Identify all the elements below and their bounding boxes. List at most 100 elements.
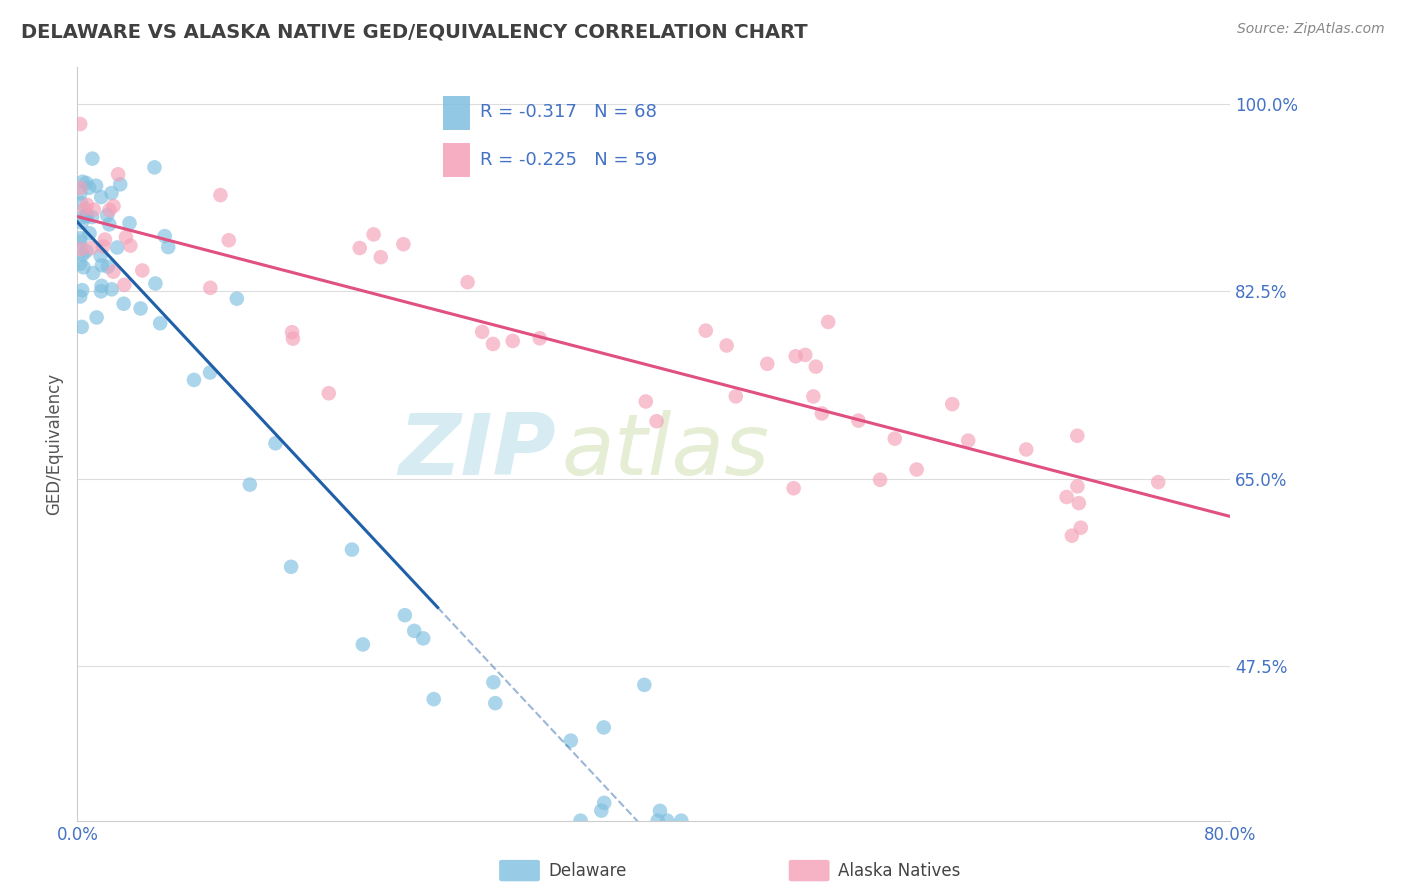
Point (804, 359, 827, 374)
Point (69, 289, 91, 303)
Point (782, 481, 804, 495)
Point (73, 202, 96, 216)
Point (412, 632, 434, 646)
Point (72, 210, 94, 224)
Point (70, 319, 93, 334)
Point (105, 240, 128, 254)
Point (280, 559, 302, 574)
Point (98, 218, 121, 232)
Point (957, 434, 980, 448)
Point (70, 283, 93, 297)
Point (785, 349, 807, 363)
Point (591, 804, 613, 818)
Point (633, 678, 655, 692)
Point (848, 414, 870, 428)
Point (69, 242, 91, 256)
Y-axis label: GED/Equivalency: GED/Equivalency (45, 373, 63, 515)
Point (883, 432, 905, 446)
Point (905, 462, 928, 476)
Text: DELAWARE VS ALASKA NATIVE GED/EQUIVALENCY CORRELATION CHART: DELAWARE VS ALASKA NATIVE GED/EQUIVALENC… (21, 22, 807, 41)
Point (96, 208, 118, 222)
Point (370, 250, 392, 264)
Point (471, 325, 494, 339)
Point (90, 278, 112, 293)
Point (103, 265, 125, 279)
Point (200, 281, 222, 295)
Point (149, 316, 172, 330)
Point (811, 406, 834, 420)
Point (671, 814, 693, 828)
Point (239, 477, 262, 491)
Point (108, 178, 131, 192)
Point (1066, 429, 1088, 443)
Text: Alaska Natives: Alaska Natives (838, 862, 960, 880)
Point (281, 332, 304, 346)
Point (100, 186, 122, 200)
Point (69, 181, 91, 195)
Point (76, 209, 98, 223)
Text: R = -0.317   N = 68: R = -0.317 N = 68 (481, 103, 657, 121)
Point (80, 210, 103, 224)
Point (1060, 529, 1083, 543)
Point (394, 608, 416, 623)
Point (143, 161, 166, 175)
Point (131, 263, 153, 277)
Point (153, 229, 176, 244)
Point (90, 249, 112, 263)
Point (941, 397, 963, 411)
Point (76, 208, 98, 222)
Point (69, 186, 91, 201)
Point (264, 436, 287, 450)
Point (363, 227, 385, 242)
Text: ZIP: ZIP (398, 409, 555, 492)
Point (340, 542, 363, 557)
Point (724, 389, 747, 403)
Point (225, 292, 247, 306)
Point (90, 190, 112, 204)
Point (183, 373, 205, 387)
Point (118, 216, 141, 230)
Point (90, 258, 112, 272)
Point (112, 297, 135, 311)
Point (318, 386, 340, 401)
Point (120, 238, 142, 252)
Point (97, 260, 120, 274)
Point (91, 239, 114, 253)
Point (502, 334, 524, 348)
Point (98, 203, 121, 218)
Point (75, 176, 97, 190)
Point (77, 181, 100, 195)
Point (90, 285, 112, 299)
Point (107, 167, 129, 181)
Point (72, 175, 94, 189)
Point (69, 117, 91, 131)
Point (756, 357, 779, 371)
Point (70, 196, 93, 211)
Point (103, 199, 125, 213)
Point (529, 331, 551, 345)
Point (84, 178, 107, 193)
Point (404, 624, 426, 638)
Point (76, 198, 98, 212)
Point (592, 721, 614, 735)
Point (1067, 496, 1090, 510)
Point (1056, 490, 1078, 504)
Point (72, 248, 94, 262)
Point (70, 216, 93, 230)
Text: Source: ZipAtlas.com: Source: ZipAtlas.com (1237, 22, 1385, 37)
Point (716, 338, 738, 352)
Point (645, 414, 668, 428)
Point (281, 325, 304, 339)
Point (82, 266, 104, 280)
Point (72, 260, 94, 275)
Text: R = -0.225   N = 59: R = -0.225 N = 59 (481, 151, 658, 169)
Point (82, 152, 104, 166)
Point (482, 337, 505, 351)
Point (560, 733, 582, 747)
Point (69, 231, 91, 245)
Point (112, 277, 135, 292)
Text: atlas: atlas (561, 409, 769, 492)
Bar (443, 144, 470, 177)
Point (1066, 479, 1088, 493)
Point (218, 233, 240, 247)
